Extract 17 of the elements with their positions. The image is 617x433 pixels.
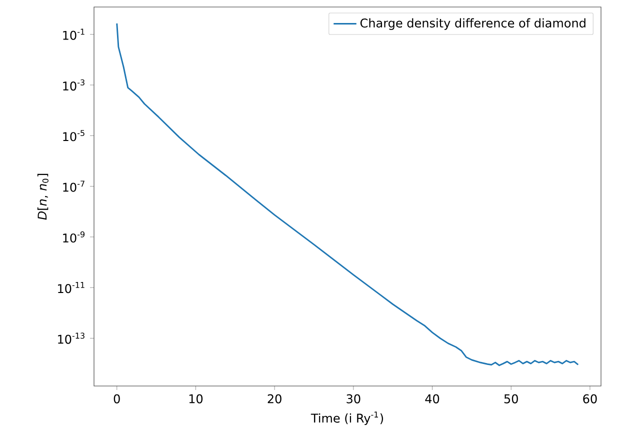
x-axis-title: Time (i Ry$^{-1}$) <box>310 412 384 426</box>
x-tick-label: 50 <box>504 394 518 404</box>
legend-label: Charge density difference of diamond <box>360 18 586 30</box>
x-tick-label: 40 <box>425 394 440 404</box>
y-tick-label: 10$^{-3}$ <box>63 79 84 91</box>
y-tick-label: 10$^{-5}$ <box>63 130 84 142</box>
y-tick-label: 10$^{-13}$ <box>58 332 84 344</box>
x-tick-label: 30 <box>346 394 360 404</box>
y-tick-label: 10$^{-11}$ <box>58 282 84 294</box>
y-axis-title: D[n, n$_{0}$] <box>37 174 48 220</box>
x-tick-label: 60 <box>583 394 597 404</box>
y-tick-label: 10$^{-7}$ <box>63 180 84 192</box>
x-tick-label: 20 <box>268 394 282 404</box>
x-tick-label: 0 <box>114 394 120 404</box>
x-tick-label: 10 <box>189 394 203 404</box>
y-tick-label: 10$^{-1}$ <box>63 28 84 40</box>
y-tick-label: 10$^{-9}$ <box>63 231 85 243</box>
